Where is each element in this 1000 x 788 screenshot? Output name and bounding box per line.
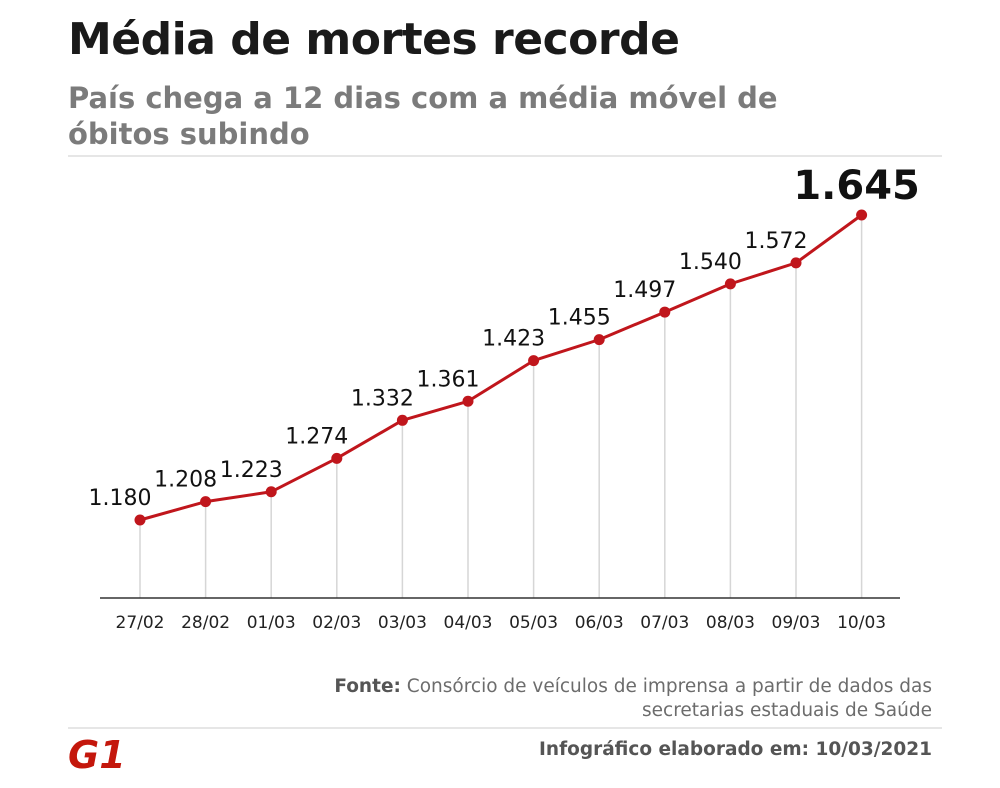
data-point xyxy=(265,486,277,498)
chart-subtitle: País chega a 12 dias com a média móvel d… xyxy=(68,81,778,151)
data-point xyxy=(856,209,868,221)
x-tick-label: 09/03 xyxy=(772,613,821,633)
data-point xyxy=(331,452,343,464)
source-text: Consórcio de veículos de imprensa a part… xyxy=(406,676,932,721)
data-point xyxy=(790,257,802,269)
data-label: 1.361 xyxy=(417,367,480,392)
x-tick-label: 05/03 xyxy=(509,613,558,633)
data-point xyxy=(200,496,212,508)
top-divider xyxy=(68,155,942,157)
data-point xyxy=(396,414,408,426)
data-label: 1.423 xyxy=(482,327,545,352)
data-point xyxy=(528,355,540,367)
chart-title: Média de mortes recorde xyxy=(68,14,680,65)
g1-logo-text: G1 xyxy=(68,734,126,774)
data-label: 1.572 xyxy=(745,229,808,254)
x-tick-label: 08/03 xyxy=(706,613,755,633)
x-tick-label: 06/03 xyxy=(575,613,624,633)
data-label: 1.208 xyxy=(154,468,217,493)
data-point xyxy=(724,278,736,290)
highlight-value-label: 1.645 xyxy=(793,163,920,209)
x-tick-label: 01/03 xyxy=(247,613,296,633)
series-line xyxy=(139,213,863,522)
x-tick-label: 27/02 xyxy=(116,613,165,633)
data-point xyxy=(593,334,605,346)
data-label: 1.274 xyxy=(285,424,348,449)
data-label: 1.497 xyxy=(613,278,676,303)
credit-note: Infográfico elaborado em: 10/03/2021 xyxy=(539,739,932,760)
g1-logo: G1 xyxy=(68,734,126,774)
data-label: 1.455 xyxy=(548,306,611,331)
x-tick-label: 03/03 xyxy=(378,613,427,633)
source-label: Fonte: xyxy=(334,676,401,697)
data-label: 1.223 xyxy=(220,458,283,483)
x-tick-label: 28/02 xyxy=(181,613,230,633)
x-tick-label: 04/03 xyxy=(444,613,493,633)
data-point xyxy=(659,306,671,318)
bottom-divider xyxy=(68,727,942,729)
x-tick-label: 07/03 xyxy=(640,613,689,633)
data-label: 1.180 xyxy=(89,486,152,511)
source-note: Fonte: Consórcio de veículos de imprensa… xyxy=(332,675,932,723)
x-tick-label: 10/03 xyxy=(837,613,886,633)
data-label: 1.540 xyxy=(679,250,742,275)
data-point xyxy=(462,395,474,407)
data-point xyxy=(134,514,146,526)
x-tick-label: 02/03 xyxy=(312,613,361,633)
data-label: 1.332 xyxy=(351,386,414,411)
